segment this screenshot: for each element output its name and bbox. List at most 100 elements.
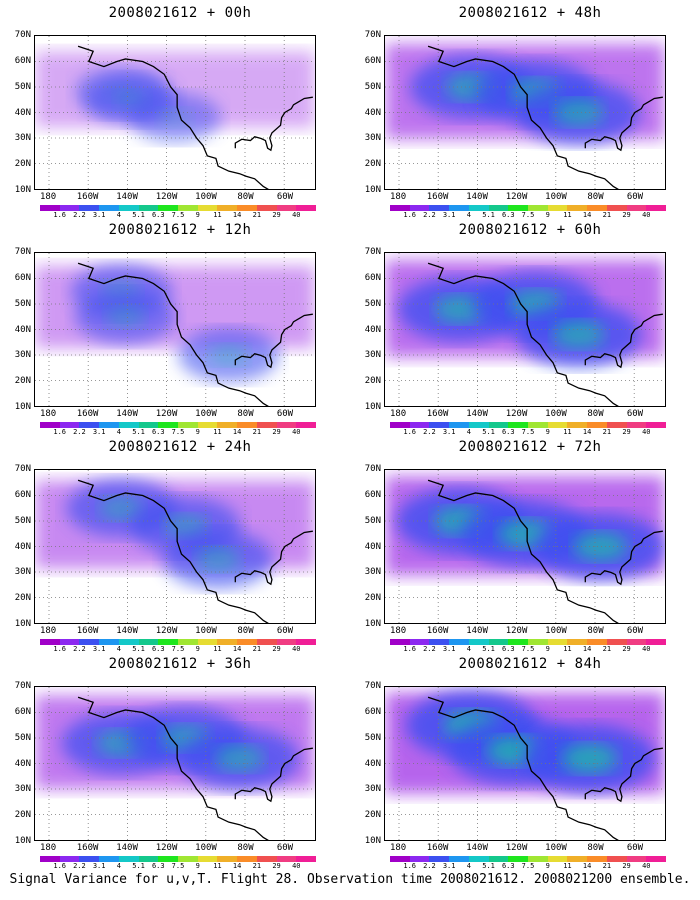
latitude-tick-label: 40N	[14, 758, 31, 769]
colorbar-tick-label: 4	[466, 862, 471, 870]
coastline	[77, 479, 269, 623]
colorbar-swatch	[390, 422, 410, 428]
colorbar-tick-label: 2.2	[423, 428, 436, 436]
longitude-tick-label: 60W	[626, 843, 644, 853]
colorbar-swatch	[217, 422, 238, 428]
longitude-tick-label: 160W	[426, 843, 449, 853]
coastline	[584, 747, 663, 803]
coastline	[77, 45, 269, 189]
variance-map	[34, 469, 316, 624]
colorbar-swatch	[508, 205, 529, 211]
colorbar-tick-label: 14	[232, 428, 242, 436]
longitude-tick-label: 140W	[116, 192, 138, 202]
colorbar-tick-label: 40	[642, 645, 651, 653]
colorbar-swatch	[468, 422, 489, 428]
longitude-tick-label: 60W	[276, 409, 294, 419]
coastline	[584, 96, 663, 152]
longitude-tick-label: 140W	[116, 409, 138, 419]
longitude-tick-label: 60W	[626, 192, 644, 202]
panel-title: 2008021612 + 84h	[458, 656, 602, 672]
colorbar-tick-label: 7.5	[521, 645, 535, 653]
latitude-tick-label: 60N	[14, 55, 31, 66]
colorbar-tick-label: 1.6	[53, 645, 67, 653]
colorbar-tick-label: 9	[195, 862, 200, 870]
map-canvas	[35, 687, 315, 840]
coastline	[584, 530, 663, 586]
latitude-tick-label: 10N	[364, 619, 381, 629]
colorbar-tick-label: 2.2	[73, 211, 86, 219]
colorbar: 1.6 2.2 3.1 4 5.1 6.3 7.5 9 11 14 21 29 40	[390, 422, 667, 437]
coastline	[234, 747, 313, 803]
colorbar-swatch	[449, 205, 469, 211]
latitude-axis: 70N 60N 50N 40N 30N 20N 10N	[350, 464, 384, 629]
colorbar-swatch	[468, 856, 489, 862]
colorbar-swatches	[390, 422, 667, 428]
latitude-tick-label: 20N	[14, 376, 31, 387]
colorbar-swatch	[40, 856, 60, 862]
latitude-tick-label: 10N	[364, 836, 381, 846]
colorbar-swatch	[429, 856, 450, 862]
coastline	[77, 696, 269, 840]
colorbar-tick-label: 4	[116, 645, 121, 653]
colorbar-tick-label: 1.6	[403, 645, 417, 653]
longitude-tick-label: 180	[389, 843, 407, 853]
colorbar-swatch	[118, 422, 139, 428]
colorbar-swatch	[528, 205, 548, 211]
colorbar-swatch	[587, 639, 607, 645]
colorbar-swatch	[508, 422, 529, 428]
latitude-tick-label: 40N	[364, 107, 381, 118]
forecast-panel: 2008021612 + 36h 70N 60N 50N 40N 30N 20N 10N 180…	[0, 656, 320, 870]
longitude-tick-label: 120W	[505, 843, 528, 853]
map-canvas	[385, 253, 665, 406]
forecast-panel: 2008021612 + 84h 70N 60N 50N 40N 30N 20N 10N 180…	[350, 656, 670, 870]
longitude-tick-label: 80W	[587, 626, 604, 636]
colorbar-labels: 1.6 2.2 3.1 4 5.1 6.3 7.5 9 11 14 21 29 40	[390, 428, 666, 437]
coastline	[234, 530, 313, 586]
colorbar-swatch	[528, 639, 548, 645]
latitude-tick-label: 70N	[364, 681, 381, 691]
colorbar-swatch	[606, 639, 627, 645]
colorbar-tick-label: 4	[466, 211, 471, 219]
colorbar-swatch	[138, 856, 159, 862]
colorbar-swatch	[567, 205, 588, 211]
longitude-tick-label: 80W	[237, 626, 254, 636]
longitude-tick-label: 60W	[276, 192, 294, 202]
colorbar-swatch	[646, 856, 667, 862]
colorbar-swatch	[99, 856, 119, 862]
colorbar-swatch	[99, 205, 119, 211]
variance-core	[105, 305, 146, 328]
coastline	[427, 479, 619, 623]
colorbar-swatch	[237, 422, 257, 428]
colorbar-labels: 1.6 2.2 3.1 4 5.1 6.3 7.5 9 11 14 21 29 40	[40, 645, 316, 654]
colorbar-tick-label: 2.2	[73, 645, 86, 653]
longitude-tick-label: 180	[389, 409, 407, 419]
latitude-axis: 70N 60N 50N 40N 30N 20N 10N	[0, 464, 34, 629]
longitude-tick-label: 80W	[587, 409, 604, 419]
colorbar-tick-label: 40	[642, 211, 651, 219]
longitude-axis: 180 160W 140W 120W 100W 80W 60W	[384, 843, 666, 855]
colorbar-swatch	[626, 639, 647, 645]
colorbar-tick-label: 21	[602, 645, 612, 653]
latitude-tick-label: 50N	[364, 81, 381, 92]
longitude-tick-label: 160W	[76, 192, 99, 202]
longitude-tick-label: 180	[39, 192, 57, 202]
colorbar-swatch	[449, 422, 469, 428]
colorbar: 1.6 2.2 3.1 4 5.1 6.3 7.5 9 11 14 21 29 40	[40, 856, 317, 871]
longitude-tick-label: 180	[39, 843, 57, 853]
latitude-tick-label: 30N	[14, 567, 31, 578]
longitude-tick-label: 100W	[195, 626, 217, 636]
map-canvas	[35, 470, 315, 623]
colorbar-tick-label: 29	[622, 211, 631, 219]
colorbar-swatch	[429, 639, 450, 645]
colorbar-tick-label: 9	[545, 428, 550, 436]
colorbar-swatch	[79, 856, 100, 862]
longitude-tick-label: 140W	[116, 843, 138, 853]
colorbar-swatch	[217, 856, 238, 862]
colorbar-tick-label: 3.1	[92, 428, 106, 436]
colorbar-swatch	[59, 856, 80, 862]
colorbar-tick-label: 9	[545, 211, 550, 219]
colorbar-tick-label: 21	[252, 862, 262, 870]
colorbar-swatch	[158, 422, 179, 428]
colorbar-swatch	[40, 422, 60, 428]
colorbar-swatch	[158, 856, 179, 862]
